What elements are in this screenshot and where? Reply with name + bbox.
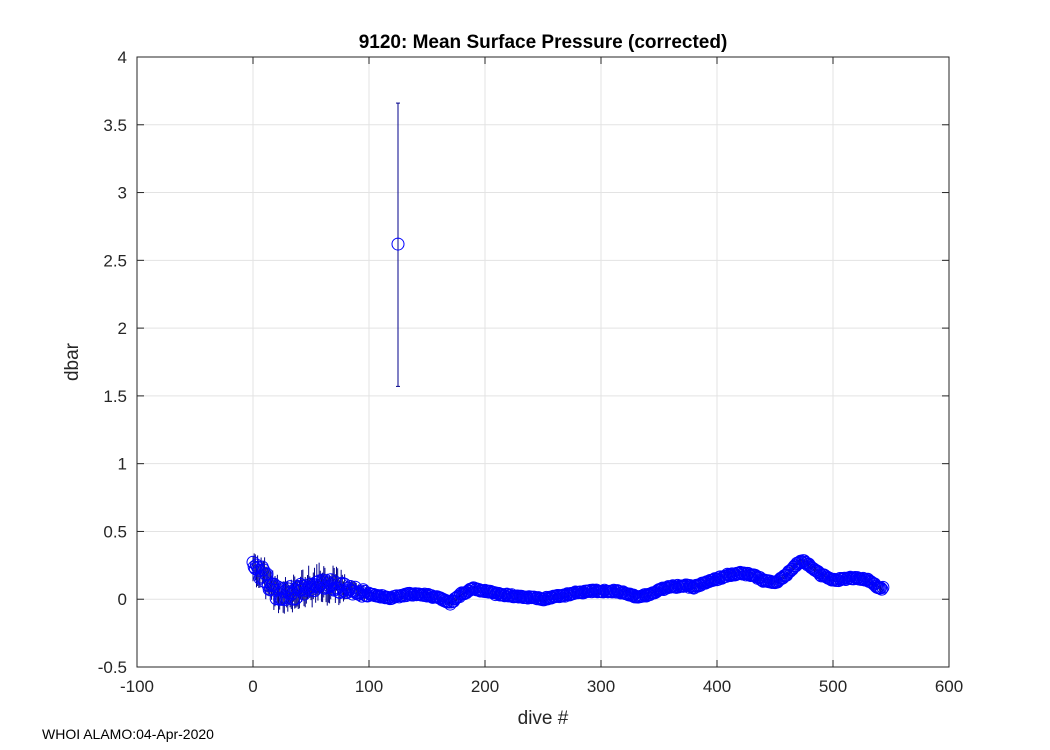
x-axis-label: dive # (518, 708, 569, 729)
y-tick-label: 3 (118, 184, 127, 203)
x-tick-label: 100 (355, 677, 383, 696)
x-tick-label: 200 (471, 677, 499, 696)
x-tick-label: 0 (248, 677, 257, 696)
x-tick-label: 500 (819, 677, 847, 696)
tick-marks (136, 56, 950, 668)
data-point (876, 580, 890, 594)
axes-box (136, 56, 950, 668)
y-axis-label: dbar (62, 342, 83, 381)
y-tick-label: 4 (118, 48, 127, 67)
y-tick-label: 0.5 (103, 522, 127, 541)
data-point (607, 583, 621, 597)
y-tick-label: 1 (118, 455, 127, 474)
y-tick-label: 0 (118, 590, 127, 609)
tick-labels: -100 0 100 200 300 400 500 600 -0.5 0 0.5 1 1.5 2 2.5 3… (98, 48, 963, 696)
outlier-point (391, 237, 405, 251)
chart-title: 9120: Mean Surface Pressure (corrected) (359, 32, 728, 53)
data-point (252, 563, 266, 577)
data-point (875, 582, 889, 596)
y-tick-label: 2.5 (103, 251, 127, 270)
y-tick-label: -0.5 (98, 658, 127, 677)
y-tick-label: 2 (118, 319, 127, 338)
x-tick-label: 400 (703, 677, 731, 696)
y-tick-label: 3.5 (103, 116, 127, 135)
x-tick-label: 300 (587, 677, 615, 696)
x-tick-label: -100 (120, 677, 154, 696)
x-tick-label: 600 (935, 677, 963, 696)
y-tick-label: 1.5 (103, 387, 127, 406)
data-points (246, 102, 890, 614)
data-point (260, 567, 274, 581)
footer-credit: WHOI ALAMO:04-Apr-2020 (42, 726, 214, 742)
data-point (739, 568, 753, 582)
